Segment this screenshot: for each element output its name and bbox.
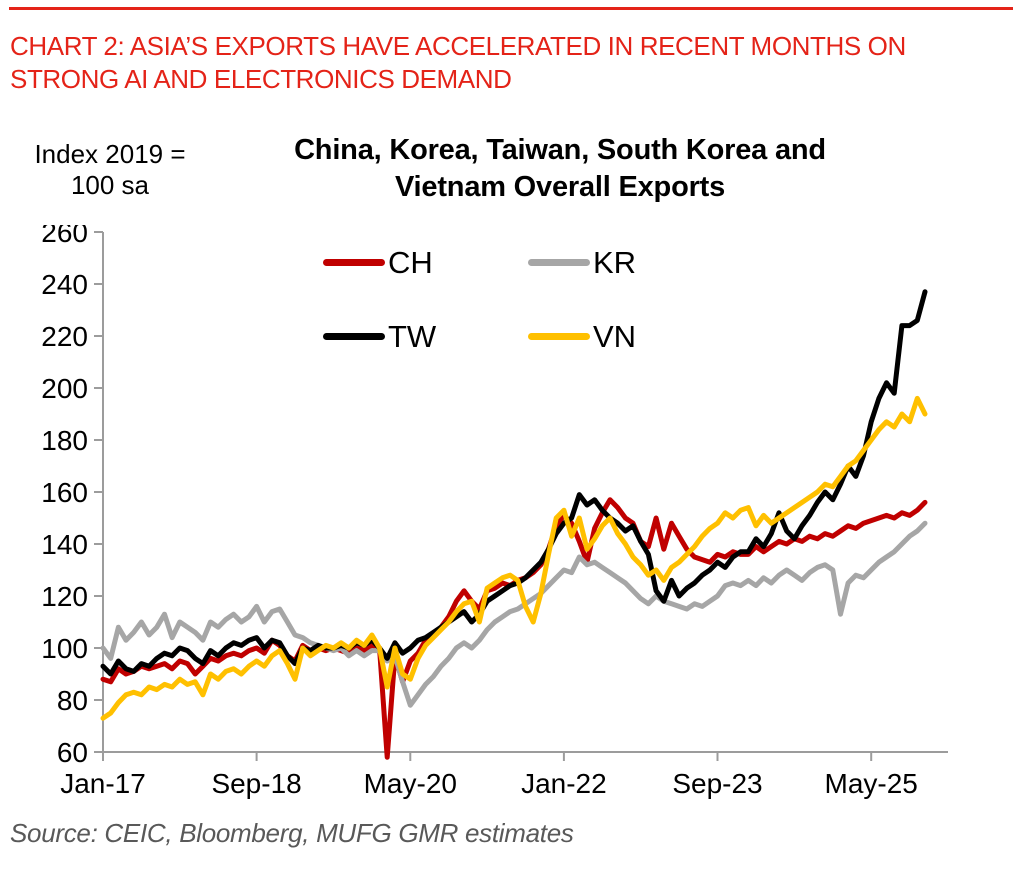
y-tick-label: 80 [57, 685, 88, 716]
y-tick-label: 260 [41, 225, 88, 248]
x-tick-label: Jan-22 [521, 768, 607, 799]
y-tick-label: 180 [41, 425, 88, 456]
top-rule [9, 7, 1013, 10]
y-tick-label: 200 [41, 373, 88, 404]
legend-item-kr: KR [528, 244, 637, 280]
legend-item-vn: VN [528, 318, 637, 354]
chart-kicker-line1: CHART 2: ASIA’S EXPORTS HAVE ACCELERATED… [10, 31, 906, 61]
y-axis-unit-line1: Index 2019 = [34, 139, 186, 169]
legend-label-ch: CH [388, 244, 433, 280]
y-tick-label: 240 [41, 269, 88, 300]
legend-label-tw: TW [388, 318, 437, 354]
x-tick-label: May-25 [825, 768, 918, 799]
legend-swatch-ch [323, 259, 385, 266]
y-tick-label: 160 [41, 477, 88, 508]
legend-label-vn: VN [593, 318, 637, 354]
x-tick-label: May-20 [364, 768, 457, 799]
series-line-kr [100, 520, 928, 708]
chart-kicker: CHART 2: ASIA’S EXPORTS HAVE ACCELERATED… [10, 30, 1018, 96]
legend-item-ch: CH [323, 244, 433, 280]
y-tick-label: 60 [57, 737, 88, 768]
chart-title: China, Korea, Taiwan, South Korea and Vi… [230, 132, 890, 206]
y-tick-label: 220 [41, 321, 88, 352]
legend-label-kr: KR [593, 244, 637, 280]
y-tick-label: 120 [41, 581, 88, 612]
y-axis-unit-label: Index 2019 = 100 sa [20, 139, 200, 201]
x-tick-label: Jan-17 [60, 768, 146, 799]
series-line-tw [100, 289, 928, 677]
chart-kicker-line2: STRONG AI AND ELECTRONICS DEMAND [10, 64, 512, 94]
plot-area: 60 80 100 120 140 160 180 200 220 240 260 Jan-17 Sep… [41, 225, 948, 799]
chart-title-line1: China, Korea, Taiwan, South Korea and [294, 134, 826, 166]
x-tick-label: Sep-18 [211, 768, 301, 799]
x-tick-label: Sep-23 [672, 768, 762, 799]
legend-swatch-vn [528, 333, 590, 340]
series-line-vn [100, 395, 928, 721]
series-line-ch [100, 497, 928, 760]
y-axis-unit-line2: 100 sa [70, 170, 150, 200]
legend-swatch-kr [528, 259, 590, 266]
legend-swatch-tw [323, 333, 385, 340]
chart-title-line2: Vietnam Overall Exports [394, 171, 726, 203]
legend-item-tw: TW [323, 318, 437, 354]
source-note: Source: CEIC, Bloomberg, MUFG GMR estima… [10, 818, 574, 848]
y-tick-label: 100 [41, 633, 88, 664]
y-tick-label: 140 [41, 529, 88, 560]
